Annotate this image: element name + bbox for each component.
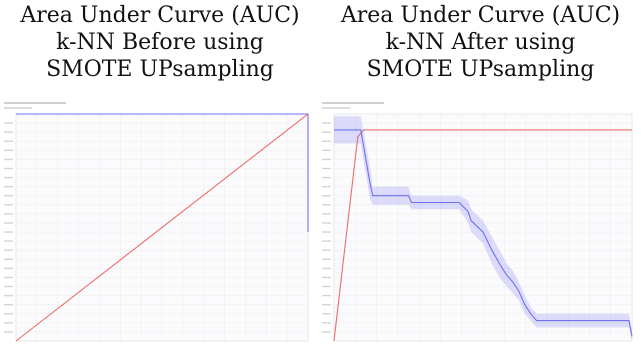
grid [4, 114, 308, 341]
y-tick-label [4, 276, 13, 279]
y-tick-label [322, 231, 331, 233]
panel-after-smote: Area Under Curve (AUC) k-NN After using … [320, 0, 641, 345]
y-tick-label [4, 222, 13, 224]
y-tick-label [322, 313, 331, 315]
y-tick-label [322, 167, 331, 170]
grid [322, 114, 632, 341]
panel-before-smote: Area Under Curve (AUC) k-NN Before using… [0, 0, 320, 345]
chart-header-strip [4, 102, 66, 104]
y-tick-label [322, 140, 331, 142]
caption-line-3: SMOTE UPsampling [46, 57, 274, 82]
y-tick-label [322, 285, 331, 288]
y-tick-label [4, 294, 13, 297]
y-tick-label [322, 131, 331, 133]
y-tick-label [322, 276, 331, 279]
y-tick-label [322, 122, 331, 124]
series-0 [333, 129, 633, 342]
auc-chart-before [2, 100, 314, 345]
auc-chart-after [320, 100, 638, 345]
y-tick-label [4, 122, 13, 124]
series-0-line [15, 113, 309, 342]
y-tick-label [4, 158, 13, 161]
y-tick-label [4, 204, 13, 206]
y-tick-label [322, 322, 331, 324]
chart-caption: Area Under Curve (AUC) k-NN Before using… [0, 2, 320, 83]
caption-line-1: Area Under Curve (AUC) [340, 3, 621, 28]
chart-subheader-strip [322, 107, 350, 109]
y-tick-label [4, 331, 13, 333]
y-tick-label [4, 322, 13, 324]
series-1-line [334, 129, 633, 337]
series-1-band [334, 116, 632, 341]
series-1 [333, 116, 633, 341]
y-tick-label [322, 249, 331, 251]
y-tick-label [322, 294, 331, 297]
y-tick-label [4, 313, 13, 315]
y-tick-label [322, 149, 331, 152]
caption-line-2: k-NN After using [385, 30, 576, 55]
y-tick-label [322, 213, 331, 215]
y-tick-label [4, 185, 13, 188]
y-tick-label [322, 204, 331, 206]
y-tick-label [322, 258, 331, 260]
y-tick-label [4, 240, 13, 242]
y-tick-label [322, 195, 331, 197]
chart-caption: Area Under Curve (AUC) k-NN After using … [320, 2, 641, 83]
y-tick-label [322, 331, 331, 333]
y-tick-label [4, 258, 13, 260]
caption-line-2: k-NN Before using [56, 30, 264, 55]
series-1 [15, 113, 309, 233]
y-tick-label [4, 195, 13, 197]
y-tick-label [4, 131, 13, 133]
y-tick-label [322, 158, 331, 161]
chart-subheader-strip [4, 107, 32, 109]
y-tick-label [4, 167, 13, 170]
series-0-line [333, 129, 632, 342]
y-tick-label [322, 176, 331, 179]
y-tick-label [322, 185, 331, 188]
y-tick-label [322, 240, 331, 242]
y-tick-label [4, 285, 13, 288]
y-tick-label [322, 222, 331, 224]
y-tick-label [4, 267, 13, 270]
y-tick-label [4, 303, 13, 306]
y-tick-label [4, 140, 13, 142]
y-tick-label [4, 249, 13, 251]
y-tick-label [322, 303, 331, 306]
caption-line-1: Area Under Curve (AUC) [20, 3, 300, 28]
y-tick-label [322, 267, 331, 270]
y-tick-label [4, 176, 13, 179]
chart-header-strip [322, 102, 384, 104]
y-tick-label [4, 231, 13, 233]
y-tick-label [4, 149, 13, 152]
y-tick-label [4, 213, 13, 215]
caption-line-3: SMOTE UPsampling [366, 57, 595, 82]
